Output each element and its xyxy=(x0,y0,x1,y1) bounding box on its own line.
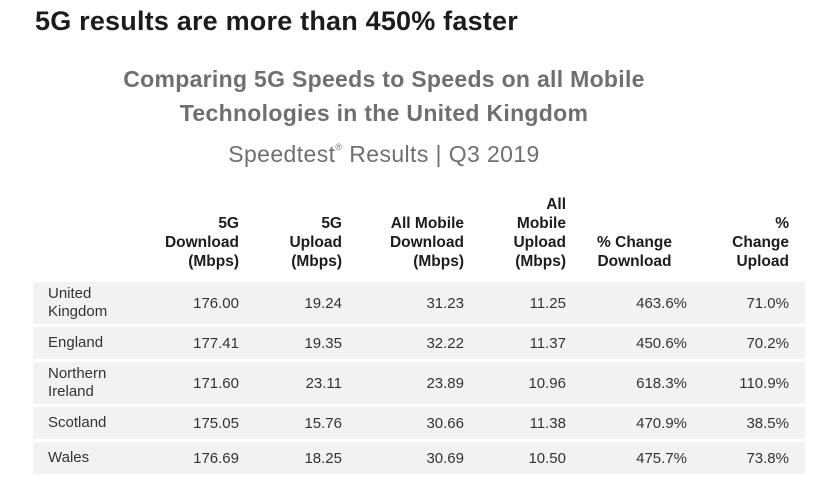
chart-title-line-2: Technologies in the United Kingdom xyxy=(179,100,589,126)
table-body: United Kingdom 176.00 19.24 31.23 11.25 463.6… xyxy=(33,282,805,474)
value-cell: 11.38 xyxy=(480,407,582,439)
value-cell: 31.23 xyxy=(358,282,480,324)
value-cell: 171.60 xyxy=(141,362,255,404)
value-cell: 23.11 xyxy=(255,362,358,404)
region-cell: Wales xyxy=(33,442,141,474)
value-cell: 19.24 xyxy=(255,282,358,324)
value-cell: 71.0% xyxy=(703,282,805,324)
value-cell: 73.8% xyxy=(703,442,805,474)
value-cell: 70.2% xyxy=(703,327,805,359)
table-row: Scotland 175.05 15.76 30.66 11.38 470.9% 38.5% xyxy=(33,407,805,439)
value-cell: 30.66 xyxy=(358,407,480,439)
value-cell: 11.37 xyxy=(480,327,582,359)
table-row: England 177.41 19.35 32.22 11.37 450.6% 70.2% xyxy=(33,327,805,359)
value-cell: 110.9% xyxy=(703,362,805,404)
value-cell: 176.69 xyxy=(141,442,255,474)
region-cell: England xyxy=(33,327,141,359)
chart-title-block: Comparing 5G Speeds to Speeds on all Mob… xyxy=(0,62,768,171)
value-cell: 19.35 xyxy=(255,327,358,359)
table-row: United Kingdom 176.00 19.24 31.23 11.25 463.6… xyxy=(33,282,805,324)
region-cell: United Kingdom xyxy=(33,282,141,324)
value-cell: 11.25 xyxy=(480,282,582,324)
results-table: 5G Download (Mbps) 5G Upload (Mbps) All Mo… xyxy=(33,192,805,477)
value-cell: 10.50 xyxy=(480,442,582,474)
subtitle-brand: Speedtest xyxy=(228,141,336,167)
value-cell: 23.89 xyxy=(358,362,480,404)
column-header: 5G Upload (Mbps) xyxy=(289,215,342,270)
column-header: % Change Download xyxy=(597,234,672,270)
value-cell: 30.69 xyxy=(358,442,480,474)
table-row: Northern Ireland 171.60 23.11 23.89 10.96 618… xyxy=(33,362,805,404)
value-cell: 32.22 xyxy=(358,327,480,359)
chart-subtitle: Speedtest® Results | Q3 2019 xyxy=(0,130,768,171)
region-cell: Northern Ireland xyxy=(33,362,141,404)
value-cell: 10.96 xyxy=(480,362,582,404)
value-cell: 463.6% xyxy=(582,282,703,324)
subtitle-period: Results | Q3 2019 xyxy=(342,141,540,167)
column-header: All Mobile Upload (Mbps) xyxy=(513,196,566,270)
value-cell: 450.6% xyxy=(582,327,703,359)
value-cell: 176.00 xyxy=(141,282,255,324)
registered-mark: ® xyxy=(335,142,343,152)
value-cell: 177.41 xyxy=(141,327,255,359)
value-cell: 618.3% xyxy=(582,362,703,404)
value-cell: 38.5% xyxy=(703,407,805,439)
headline: 5G results are more than 450% faster xyxy=(35,6,518,36)
column-header: All Mobile Download (Mbps) xyxy=(389,215,464,270)
column-header: 5G Download (Mbps) xyxy=(164,215,239,270)
value-cell: 470.9% xyxy=(582,407,703,439)
table-header-row: 5G Download (Mbps) 5G Upload (Mbps) All Mo… xyxy=(33,195,805,279)
chart-title-line-1: Comparing 5G Speeds to Speeds on all Mob… xyxy=(123,66,645,92)
value-cell: 18.25 xyxy=(255,442,358,474)
region-cell: Scotland xyxy=(33,407,141,439)
column-header: % Change Upload xyxy=(732,215,789,270)
table-row: Wales 176.69 18.25 30.69 10.50 475.7% 73.8% xyxy=(33,442,805,474)
value-cell: 175.05 xyxy=(141,407,255,439)
column-header-region xyxy=(33,195,141,279)
value-cell: 15.76 xyxy=(255,407,358,439)
value-cell: 475.7% xyxy=(582,442,703,474)
